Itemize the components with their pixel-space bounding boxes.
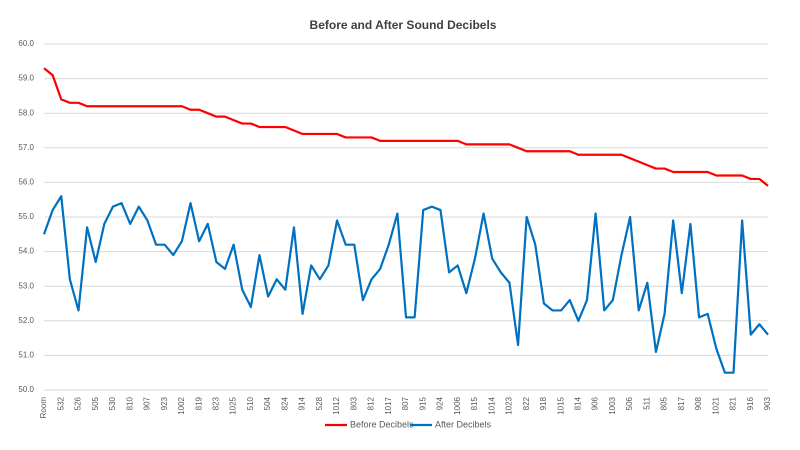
x-tick-label: 819: [194, 396, 203, 410]
x-tick-label: 822: [522, 396, 531, 410]
x-tick-label: 1002: [177, 396, 186, 414]
x-tick-label: 530: [108, 396, 117, 410]
x-tick-label: 505: [91, 396, 100, 410]
y-tick-label: 51.0: [18, 351, 34, 360]
y-tick-label: 60.0: [18, 39, 34, 48]
x-tick-label: 824: [280, 396, 289, 410]
y-tick-label: 59.0: [18, 74, 34, 83]
x-tick-label: 915: [418, 396, 427, 410]
x-tick-label: 803: [349, 396, 358, 410]
line-series: [43, 67, 769, 187]
x-tick-label: 814: [573, 396, 582, 410]
y-tick-label: 57.0: [18, 143, 34, 152]
x-tick-label: 1015: [556, 396, 565, 414]
x-tick-label: 1012: [332, 396, 341, 414]
x-tick-label: 504: [263, 396, 272, 410]
line-series: [42, 195, 769, 374]
x-tick-label: 807: [401, 396, 410, 410]
x-tick-label: 1014: [487, 396, 496, 414]
x-tick-label: 923: [160, 396, 169, 410]
y-tick-label: 54.0: [18, 247, 34, 256]
x-tick-label: 506: [625, 396, 634, 410]
y-tick-label: 53.0: [18, 281, 34, 290]
x-tick-label: 916: [746, 396, 755, 410]
y-tick-label: 50.0: [18, 385, 34, 394]
x-tick-label: 924: [436, 396, 445, 410]
x-tick-label: 511: [642, 396, 651, 409]
x-tick-label: 526: [74, 396, 83, 410]
legend-label: Before Decibels: [350, 419, 414, 429]
y-tick-label: 52.0: [18, 316, 34, 325]
x-tick-label: 1021: [711, 396, 720, 414]
x-tick-label: 815: [470, 396, 479, 410]
x-tick-label: 1006: [453, 396, 462, 414]
x-tick-label: 1025: [229, 396, 238, 414]
x-tick-label: 1017: [384, 396, 393, 414]
y-tick-label: 56.0: [18, 178, 34, 187]
x-tick-label: 528: [315, 396, 324, 410]
y-tick-label: 55.0: [18, 212, 34, 221]
x-tick-label: 914: [298, 396, 307, 410]
x-tick-label: 1023: [505, 396, 514, 414]
y-tick-label: 58.0: [18, 108, 34, 117]
chart-title: Before and After Sound Decibels: [310, 18, 497, 32]
x-tick-label: 805: [660, 396, 669, 410]
x-tick-label: 821: [729, 396, 738, 410]
x-tick-label: 823: [211, 396, 220, 410]
x-tick-label: 510: [246, 396, 255, 410]
x-tick-label: 903: [763, 396, 772, 410]
x-tick-label: 906: [591, 396, 600, 410]
x-tick-label: 1003: [608, 396, 617, 414]
x-tick-label: 907: [143, 396, 152, 410]
x-tick-label: 918: [539, 396, 548, 410]
x-tick-label: 908: [694, 396, 703, 410]
x-tick-label: 810: [125, 396, 134, 410]
legend-label: After Decibels: [435, 419, 492, 429]
x-tick-label: 817: [677, 396, 686, 410]
x-tick-label: 812: [367, 396, 376, 410]
x-tick-label: Room: [39, 397, 48, 419]
x-tick-label: 532: [56, 396, 65, 410]
